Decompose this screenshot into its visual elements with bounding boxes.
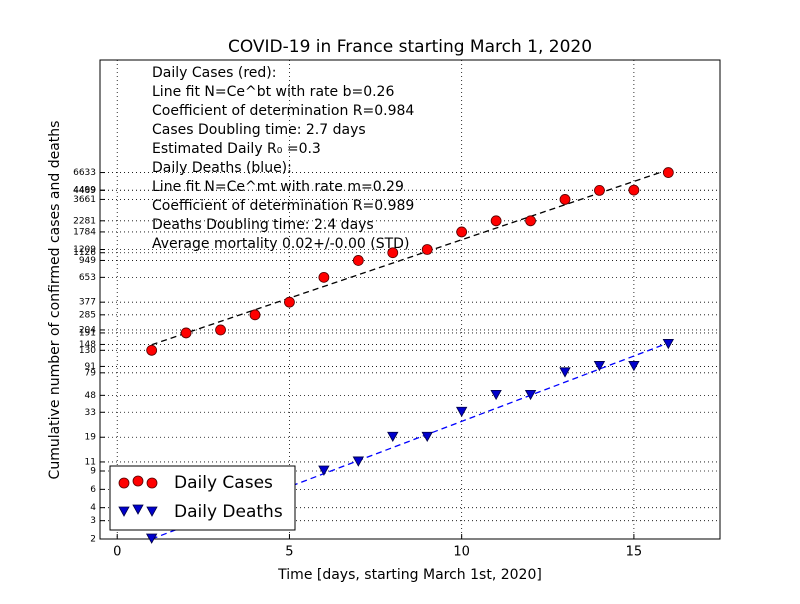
y-tick-label: 949	[79, 256, 96, 266]
y-tick-label: 191	[79, 328, 96, 338]
fit-line	[151, 169, 669, 346]
y-tick-label: 6	[90, 485, 96, 495]
x-tick-label: 10	[453, 545, 470, 560]
y-tick-label: 1126	[73, 248, 96, 258]
annotation: Average mortality 0.02+/-0.00 (STD)	[152, 236, 409, 252]
x-axis-label: Time [days, starting March 1st, 2020]	[277, 567, 542, 583]
legend-marker	[132, 475, 144, 487]
data-point	[387, 247, 399, 259]
y-tick-label: 1784	[73, 227, 96, 237]
legend-label: Daily Cases	[174, 473, 273, 493]
data-point	[456, 226, 468, 238]
data-point	[525, 215, 536, 227]
data-point	[594, 185, 605, 196]
data-point	[284, 296, 295, 308]
data-point	[524, 389, 537, 401]
annotation: Daily Cases (red):	[152, 65, 276, 81]
annotation: Line fit N=Ce^bt with rate b=0.26	[152, 84, 394, 100]
plot-frame	[99, 59, 721, 540]
data-point	[352, 456, 365, 467]
annotation: Coefficient of determination R=0.984	[152, 103, 414, 119]
y-tick-label: 4469	[73, 186, 96, 196]
data-point	[593, 361, 606, 372]
annotation: Daily Deaths (blue):	[152, 160, 292, 176]
y-tick-label: 148	[79, 340, 96, 350]
data-point	[318, 271, 330, 283]
legend-label: Daily Deaths	[174, 502, 283, 522]
y-axis-label: Cumulative number of confirmed cases and…	[47, 121, 63, 480]
legend-marker	[118, 477, 130, 489]
y-tick-label: 6633	[73, 168, 96, 178]
y-tick-label: 3661	[73, 195, 96, 205]
y-tick-label: 285	[79, 310, 96, 320]
data-point	[318, 465, 330, 476]
chart-title: COVID-19 in France starting March 1, 202…	[228, 37, 592, 57]
x-tick-label: 5	[285, 545, 293, 560]
data-point	[662, 339, 675, 350]
legend-marker	[146, 506, 158, 517]
x-tick-label: 15	[626, 545, 643, 560]
legend-marker	[146, 477, 158, 489]
legend-marker	[132, 504, 144, 515]
y-tick-label: 130	[79, 346, 96, 356]
data-point	[559, 194, 571, 205]
y-tick-label: 4499	[73, 186, 96, 196]
y-tick-label: 48	[85, 391, 97, 401]
y-tick-label: 1209	[73, 245, 96, 255]
data-point	[628, 184, 640, 196]
annotation: Cases Doubling time: 2.7 days	[152, 122, 366, 138]
data-point	[249, 309, 261, 321]
y-tick-label: 653	[79, 273, 96, 283]
annotation: Estimated Daily R₀ =0.3	[152, 141, 321, 157]
y-tick-label: 11	[85, 457, 96, 467]
data-point	[455, 406, 468, 418]
data-point	[559, 367, 571, 378]
data-point	[490, 215, 502, 227]
data-point	[662, 167, 674, 178]
data-point	[352, 255, 364, 266]
y-tick-label: 91	[85, 362, 96, 372]
data-point	[146, 344, 158, 356]
y-tick-label: 3	[90, 516, 96, 526]
annotation: Line fit N=Ce^mt with rate m=0.29	[152, 179, 404, 195]
y-tick-label: 9	[90, 467, 96, 477]
y-tick-label: 79	[85, 368, 97, 378]
data-point	[145, 533, 158, 544]
legend-marker	[118, 506, 130, 517]
y-tick-label: 204	[79, 325, 96, 335]
data-point	[628, 361, 640, 372]
data-point	[215, 324, 226, 336]
data-point	[421, 431, 433, 443]
annotation: Deaths Doubling time: 2.4 days	[152, 217, 374, 233]
x-tick-label: 0	[113, 545, 121, 560]
y-tick-label: 2	[90, 535, 96, 545]
data-point	[490, 389, 502, 401]
y-tick-label: 377	[79, 298, 96, 308]
y-tick-label: 2281	[73, 216, 96, 226]
y-tick-label: 19	[85, 433, 97, 443]
annotation: Coefficient of determination R=0.989	[152, 198, 414, 214]
data-point	[180, 327, 192, 339]
y-tick-label: 33	[85, 408, 96, 418]
data-point	[387, 431, 399, 443]
data-point	[421, 244, 433, 255]
y-tick-label: 4	[90, 503, 96, 513]
